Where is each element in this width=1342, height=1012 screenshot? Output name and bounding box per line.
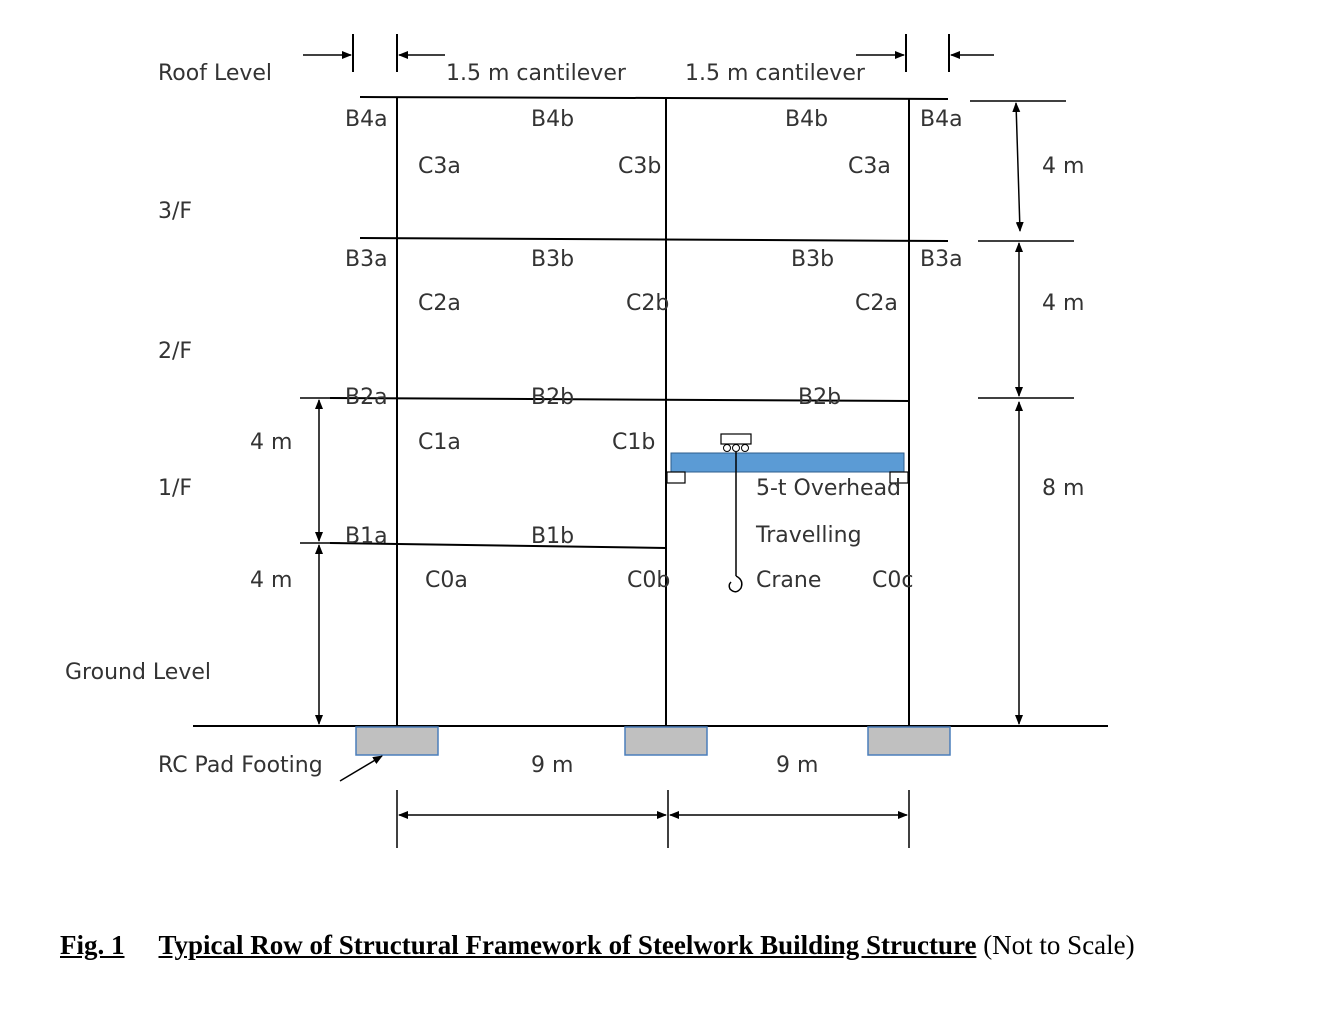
- label-dim-left-lower: 4 m: [250, 568, 292, 593]
- label-b1b: B1b: [531, 524, 574, 549]
- label-span-right: 9 m: [776, 753, 818, 778]
- beam-3f: [359, 237, 949, 242]
- footing-left: [355, 726, 439, 756]
- label-2f: 2/F: [158, 339, 192, 364]
- crane-bracket-left: [666, 471, 686, 484]
- beam-roof: [359, 96, 949, 100]
- dim-right-arrow-top: [1012, 102, 1024, 232]
- label-dim-right-mid: 4 m: [1042, 291, 1084, 316]
- label-crane-line2: Travelling: [755, 523, 862, 548]
- label-c1a: C1a: [418, 430, 461, 455]
- footing-leader-arrow: [339, 755, 383, 782]
- label-roof-level: Roof Level: [158, 61, 272, 86]
- label-c0c: C0c: [872, 568, 913, 593]
- caption-note: (Not to Scale): [976, 930, 1135, 960]
- overhead-crane: [666, 433, 909, 593]
- label-b4b-right: B4b: [785, 107, 828, 132]
- label-c1b: C1b: [612, 430, 655, 455]
- caption-title: Typical Row of Structural Framework of S…: [158, 930, 977, 960]
- crane-bracket-right: [889, 471, 909, 484]
- label-dim-right-bottom: 8 m: [1042, 476, 1084, 501]
- label-crane-line1: 5-t Overhead: [756, 476, 901, 501]
- label-cantilever-right: 1.5 m cantilever: [685, 61, 866, 86]
- label-c3a-left: C3a: [418, 154, 461, 179]
- label-ground-level: Ground Level: [65, 660, 211, 685]
- label-3f: 3/F: [158, 199, 192, 224]
- label-c2a-left: C2a: [418, 291, 461, 316]
- footing-middle: [624, 726, 708, 756]
- label-b3b-left: B3b: [531, 247, 574, 272]
- label-crane-line3: Crane: [756, 568, 821, 593]
- label-b2b-left: B2b: [531, 385, 574, 410]
- beam-2f: [329, 397, 910, 402]
- label-c2b: C2b: [626, 291, 669, 316]
- label-c0b: C0b: [627, 568, 670, 593]
- crane-trolley: [720, 433, 752, 445]
- label-c3b: C3b: [618, 154, 661, 179]
- label-b2a: B2a: [345, 385, 388, 410]
- footing-right: [867, 726, 951, 756]
- crane-wheel-1: [723, 444, 731, 452]
- label-span-left: 9 m: [531, 753, 573, 778]
- label-c2a-right: C2a: [855, 291, 898, 316]
- label-b4a-left: B4a: [345, 107, 388, 132]
- caption-fig-number: Fig. 1: [60, 930, 125, 960]
- crane-hook-icon: [728, 575, 743, 593]
- label-cantilever-left: 1.5 m cantilever: [446, 61, 627, 86]
- crane-wheel-3: [741, 444, 749, 452]
- label-b1a: B1a: [345, 524, 388, 549]
- label-b3a-left: B3a: [345, 247, 388, 272]
- label-b4a-right: B4a: [920, 107, 963, 132]
- label-dim-right-top: 4 m: [1042, 154, 1084, 179]
- label-dim-left-upper: 4 m: [250, 430, 292, 455]
- label-b3b-right: B3b: [791, 247, 834, 272]
- label-b3a-right: B3a: [920, 247, 963, 272]
- label-b4b-left: B4b: [531, 107, 574, 132]
- crane-girder: [670, 452, 905, 473]
- figure-caption: Fig. 1 Typical Row of Structural Framewor…: [60, 930, 1135, 961]
- label-b2b-right: B2b: [798, 385, 841, 410]
- label-rc-pad-footing: RC Pad Footing: [158, 753, 323, 778]
- crane-wheel-2: [732, 444, 740, 452]
- label-c0a: C0a: [425, 568, 468, 593]
- beam-1f: [329, 542, 667, 549]
- label-c3a-right: C3a: [848, 154, 891, 179]
- label-1f: 1/F: [158, 476, 192, 501]
